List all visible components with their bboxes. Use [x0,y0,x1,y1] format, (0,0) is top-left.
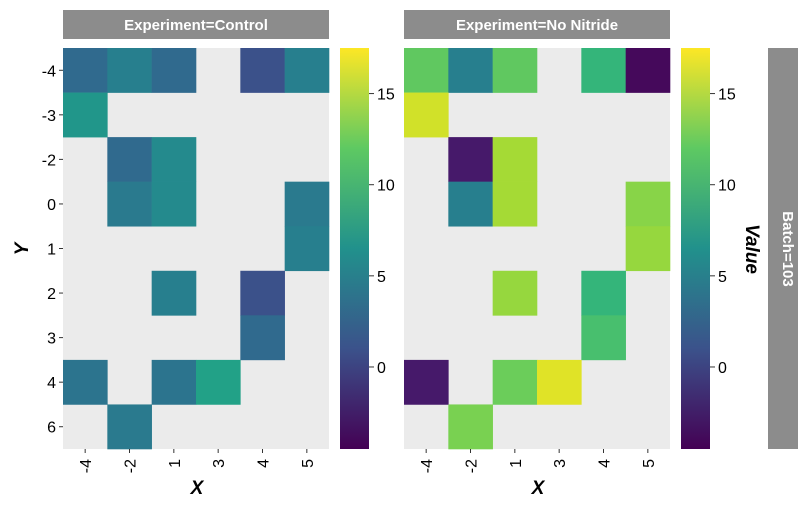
colorbar-tick-label: 5 [718,269,727,286]
y-tick-label: 6 [47,420,56,437]
heatmap-cell [63,48,108,93]
row-strip-title: Batch=103 [779,211,796,286]
strip-background-no-nitride [404,10,670,39]
heatmap-cell [284,48,330,93]
heatmap-cell [404,92,449,138]
heatmap-cell [492,181,538,227]
colorbar-tick-label: 15 [377,87,395,104]
heatmap-cell [448,181,493,227]
heatmap-cell [625,181,671,227]
x-axis-title-control: X [190,478,205,499]
colorbar-tick-label: 0 [718,360,727,377]
heatmap-cell [107,48,152,93]
y-tick-label: 1 [47,242,56,259]
heatmap-cell [151,137,197,182]
heatmap-cell [581,48,626,93]
strip-title-no-nitride: Experiment=No Nitride [456,17,618,34]
x-tick-label: 3 [211,459,228,468]
y-tick-label: 0 [47,197,56,214]
y-axis-title: Y [12,240,33,255]
heatmap-cell [284,181,330,227]
heatmap-cell [240,270,285,316]
y-axis-ticks: -4 -3 -2 0 1 2 3 4 6 [42,63,63,437]
heatmap-cell [492,137,538,182]
heatmap-cells-no-nitride [404,48,671,450]
x-axis-ticks-no-nitride: -4 -2 1 3 4 5 [419,449,658,473]
heatmap-cell [448,137,493,182]
colorbar-no-nitride [681,48,710,449]
heatmap-cell [448,404,493,450]
x-tick-label: 1 [167,459,184,468]
strip-title-control: Experiment=Control [124,17,268,34]
heatmap-cell [240,315,285,361]
x-tick-label: -4 [78,459,95,473]
heatmap-cell [63,359,108,405]
y-tick-label: 3 [47,331,56,348]
y-tick-label: -2 [42,152,56,169]
colorbar-tick-label: 0 [377,360,386,377]
heatmap-cell [63,92,108,138]
y-tick-label: 4 [47,375,56,392]
y-tick-label: -3 [42,108,56,125]
heatmap-cell [107,404,152,450]
heatmap-cell [581,315,626,361]
x-tick-label: -4 [419,459,436,473]
heatmap-cell [492,270,538,316]
heatmap-cell [151,181,197,227]
heatmap-cell [625,48,671,93]
x-tick-label: 5 [641,459,658,468]
colorbar-tick-label: 5 [377,269,386,286]
strip-background-control [63,10,329,39]
x-tick-label: 5 [300,459,317,468]
panel-control: Experiment=Control [63,10,330,450]
panel-no-nitride: Experiment=No Nitride [404,10,671,450]
heatmap-cell [404,359,449,405]
heatmap-cell [196,359,241,405]
row-strip-background [768,48,798,449]
colorbar-tick-label: 10 [718,178,736,195]
y-tick-label: 2 [47,286,56,303]
x-axis-title-no-nitride: X [531,478,546,499]
heatmap-cell [492,48,538,93]
y-tick-label: -4 [42,63,56,80]
heatmap-cell [151,270,197,316]
heatmap-cell [107,181,152,227]
heatmap-cell [492,359,538,405]
x-tick-label: 3 [552,459,569,468]
heatmap-cell [404,48,449,93]
colorbar-ticks-no-nitride: 0 5 10 15 [710,87,736,377]
heatmap-cell [151,48,197,93]
heatmap-cell [625,226,671,272]
heatmap-cell [448,48,493,93]
x-tick-label: 1 [508,459,525,468]
heatmap-cell [581,270,626,316]
heatmap-cell [107,137,152,182]
x-tick-label: -2 [123,459,140,473]
x-tick-label: 4 [256,459,273,468]
colorbar-label: Value [741,224,762,274]
heatmap-cells-control [63,48,330,450]
colorbar-control [340,48,369,449]
colorbar-tick-label: 10 [377,178,395,195]
heatmap-cell [151,359,197,405]
x-axis-ticks-control: -4 -2 1 3 4 5 [78,449,317,473]
x-tick-label: 4 [597,459,614,468]
x-tick-label: -2 [464,459,481,473]
heatmap-cell [537,359,582,405]
colorbar-tick-label: 15 [718,87,736,104]
heatmap-cell [284,226,330,272]
colorbar-ticks-control: 0 5 10 15 [369,87,395,377]
heatmap-cell [240,48,285,93]
